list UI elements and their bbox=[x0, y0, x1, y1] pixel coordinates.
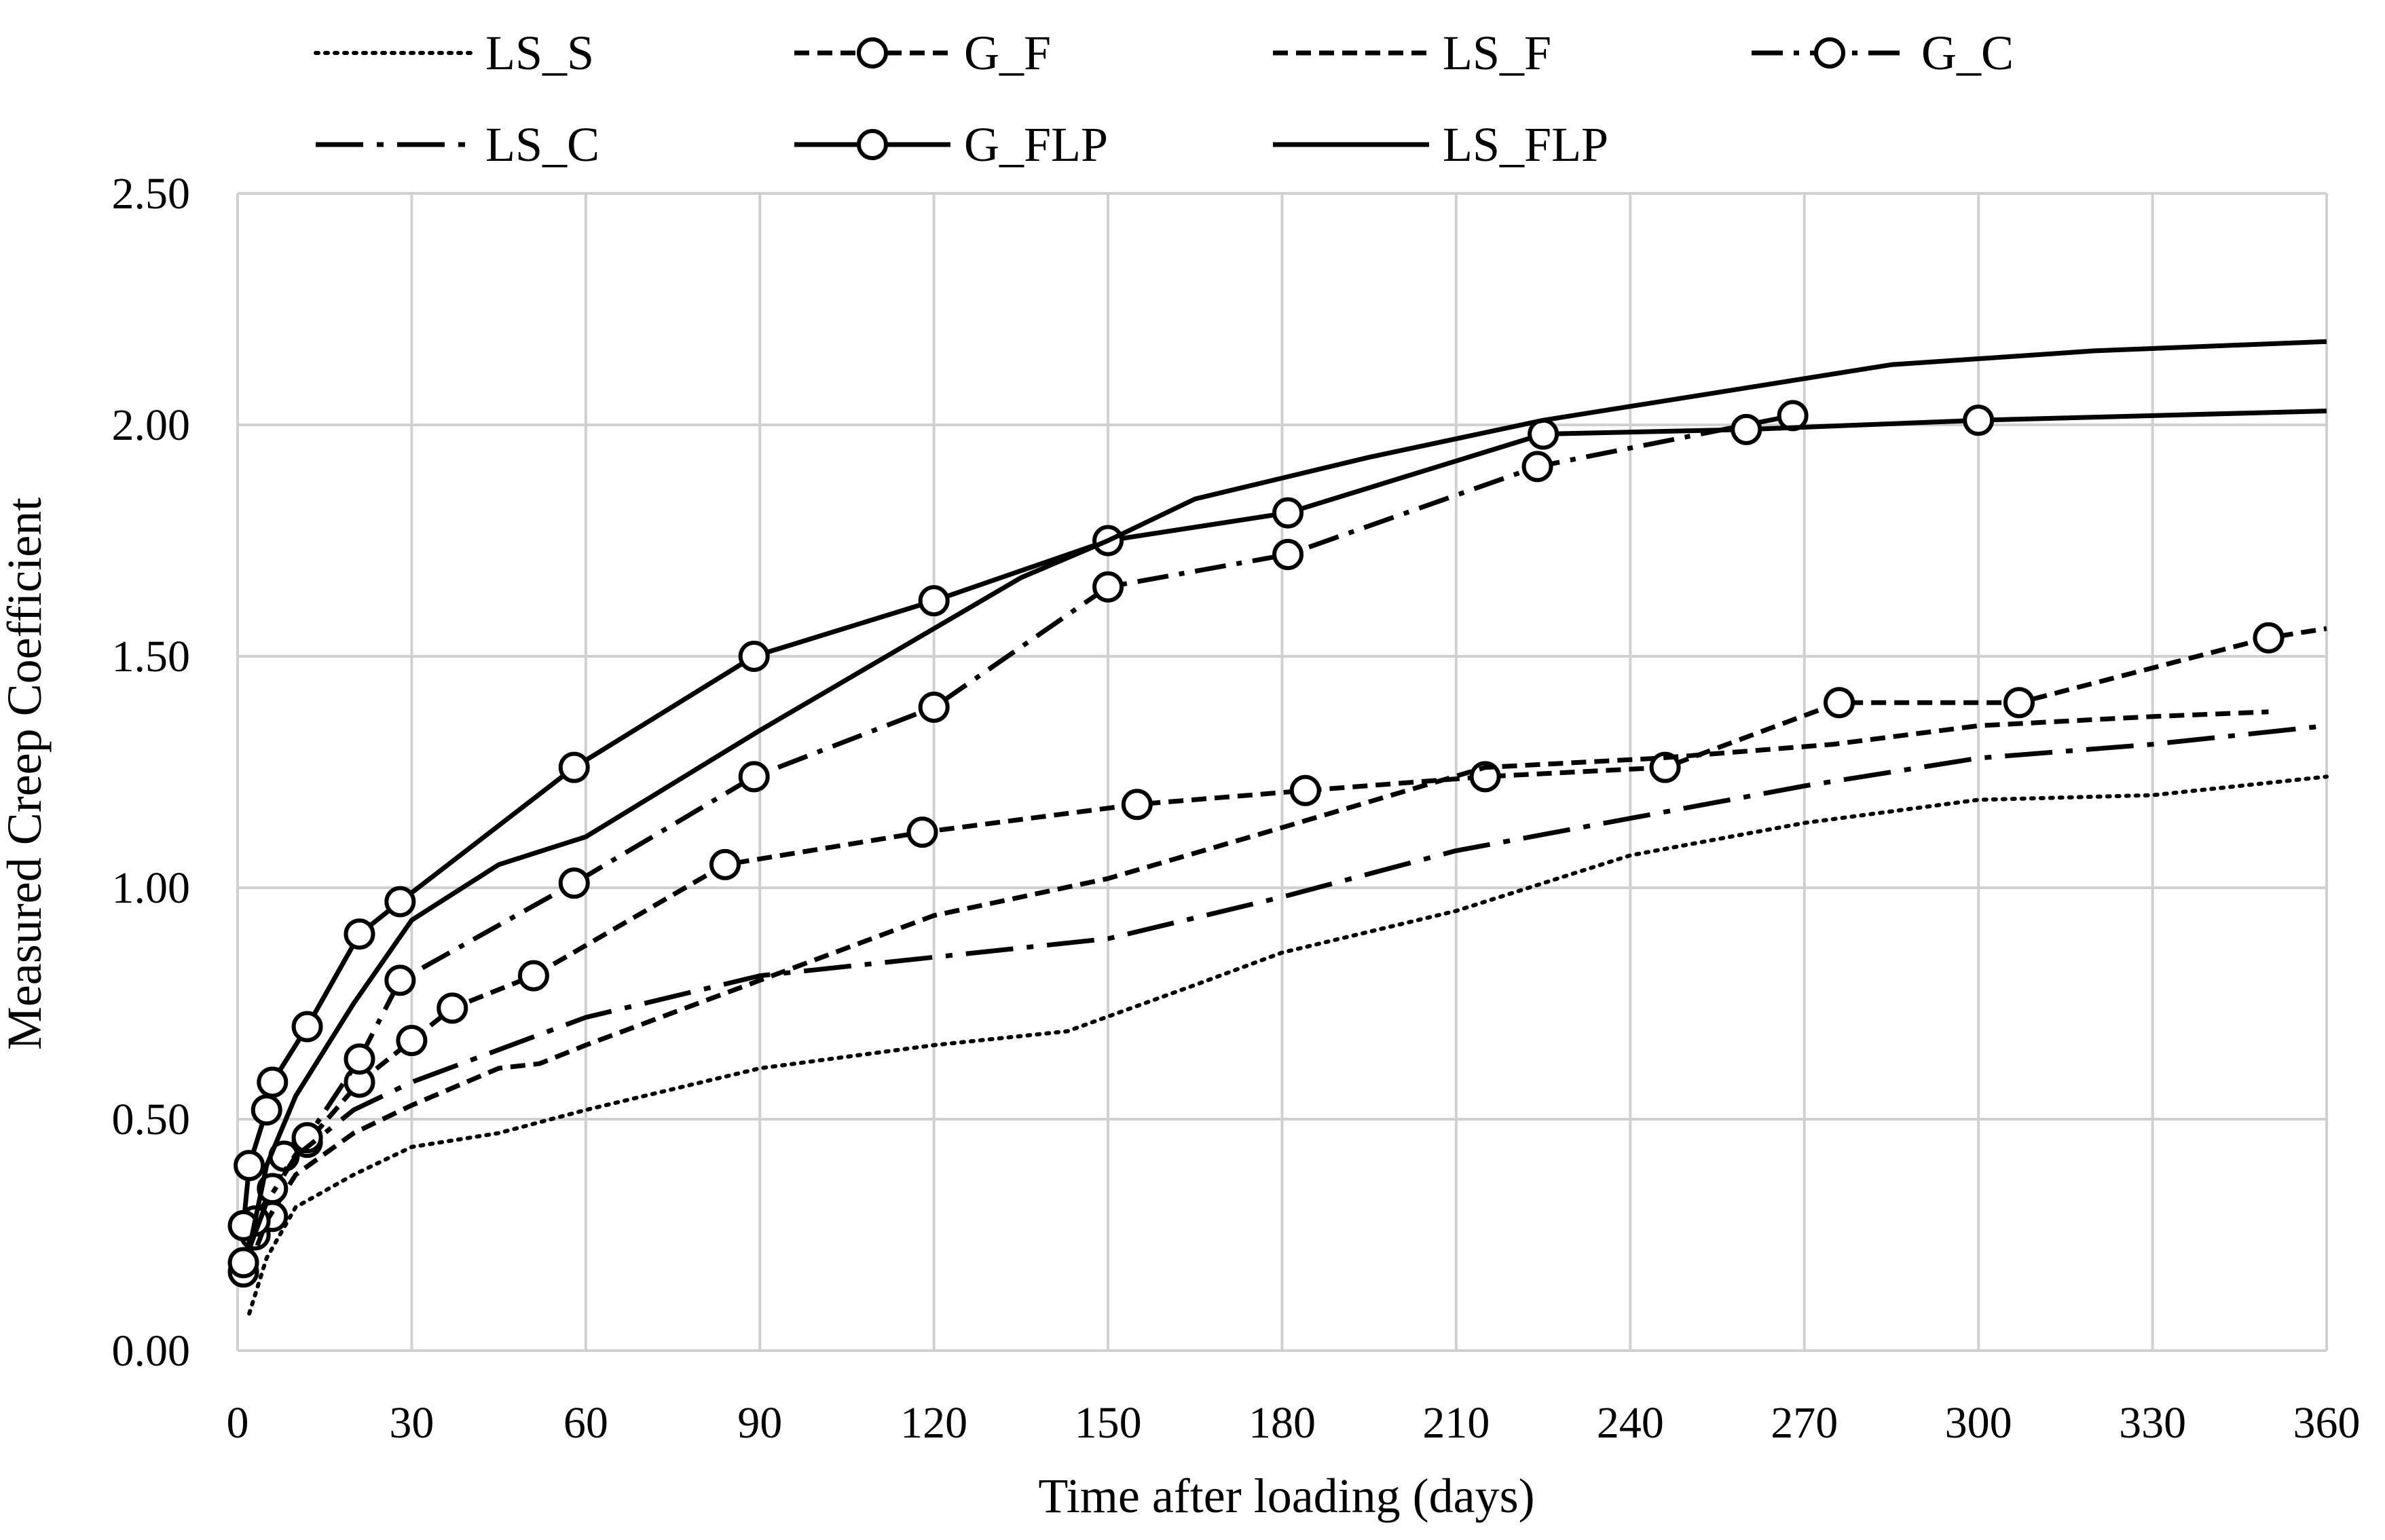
data-point-G_FLP bbox=[257, 1066, 289, 1098]
data-point-G_F bbox=[2253, 622, 2285, 654]
legend-label: G_FLP bbox=[964, 117, 1108, 172]
series-LS_C bbox=[246, 723, 2327, 1250]
data-point-G_F bbox=[1289, 774, 1321, 806]
series-line-G_FLP bbox=[241, 409, 2327, 1226]
legend: LS_S G_F LS_F G_C LS_C G_FLP LS_FLP bbox=[314, 26, 2014, 172]
legend-label: G_C bbox=[1921, 26, 2014, 80]
x-tick-label: 120 bbox=[900, 1398, 967, 1448]
data-point-G_C bbox=[558, 867, 590, 899]
y-tick-label: 2.00 bbox=[112, 400, 191, 450]
data-point-G_C bbox=[257, 1173, 289, 1205]
legend-label: LS_FLP bbox=[1443, 117, 1608, 172]
y-tick-label: 1.50 bbox=[112, 632, 191, 681]
data-point-G_C bbox=[1521, 451, 1553, 483]
legend-item-G_FLP: G_FLP bbox=[794, 117, 1108, 172]
y-tick-label: 0.00 bbox=[112, 1326, 191, 1376]
series-line-LS_FLP bbox=[246, 339, 2327, 1250]
series-G_C bbox=[227, 400, 1809, 1279]
x-axis-title: Time after loading (days) bbox=[1038, 1469, 1534, 1523]
data-point-G_FLP bbox=[1963, 405, 1995, 436]
series-LS_S bbox=[247, 774, 2329, 1316]
data-point-G_F bbox=[906, 816, 938, 848]
data-point-G_C bbox=[738, 761, 770, 793]
series-lines bbox=[227, 339, 2329, 1316]
data-point-G_F bbox=[517, 960, 549, 992]
x-tick-label: 90 bbox=[737, 1398, 782, 1448]
legend-item-LS_C: LS_C bbox=[316, 117, 599, 172]
data-point-G_C bbox=[227, 1247, 259, 1279]
data-point-G_FLP bbox=[234, 1150, 265, 1182]
grid bbox=[236, 192, 2328, 1352]
legend-item-LS_F: LS_F bbox=[1273, 26, 1551, 80]
legend-item-LS_FLP: LS_FLP bbox=[1273, 117, 1608, 172]
x-tick-label: 300 bbox=[1945, 1398, 2012, 1448]
legend-swatch-marker bbox=[857, 37, 888, 69]
x-tick-label: 180 bbox=[1249, 1398, 1316, 1448]
series-G_FLP bbox=[227, 405, 2327, 1241]
legend-swatch-marker bbox=[857, 129, 888, 160]
legend-swatch-marker bbox=[1814, 37, 1845, 69]
data-point-G_C bbox=[344, 1043, 375, 1075]
data-point-G_C bbox=[1272, 538, 1304, 570]
x-tick-label: 330 bbox=[2119, 1398, 2186, 1448]
tick-labels: 0 30 60 90 120 150 180 210 240 270 300 330 360 0.00 0.… bbox=[112, 169, 2361, 1448]
x-tick-label: 60 bbox=[563, 1398, 608, 1448]
legend-item-G_F: G_F bbox=[794, 26, 1051, 80]
x-tick-label: 360 bbox=[2293, 1398, 2361, 1448]
data-point-G_F bbox=[1469, 761, 1501, 793]
data-point-G_F bbox=[1649, 751, 1681, 783]
data-point-G_FLP bbox=[1272, 497, 1304, 529]
data-point-G_F bbox=[437, 992, 468, 1024]
series-LS_FLP bbox=[246, 339, 2327, 1250]
legend-label: LS_S bbox=[485, 26, 594, 80]
data-point-G_F bbox=[396, 1025, 428, 1057]
data-point-G_F bbox=[709, 848, 741, 880]
series-line-LS_S bbox=[247, 774, 2329, 1316]
x-tick-label: 30 bbox=[389, 1398, 434, 1448]
data-point-G_FLP bbox=[1731, 413, 1762, 445]
series-line-LS_F bbox=[246, 709, 2269, 1269]
x-tick-label: 240 bbox=[1597, 1398, 1664, 1448]
series-LS_F bbox=[246, 709, 2269, 1269]
x-tick-label: 210 bbox=[1422, 1398, 1490, 1448]
legend-label: LS_F bbox=[1443, 26, 1551, 80]
data-point-G_F bbox=[2003, 687, 2035, 719]
data-point-G_FLP bbox=[384, 886, 416, 918]
data-point-G_FLP bbox=[291, 1011, 323, 1043]
y-tick-label: 2.50 bbox=[112, 169, 191, 219]
data-point-G_FLP bbox=[918, 585, 950, 617]
data-point-G_FLP bbox=[251, 1094, 282, 1126]
data-point-G_C bbox=[384, 964, 416, 996]
legend-label: G_F bbox=[964, 26, 1051, 80]
series-line-LS_C bbox=[246, 723, 2327, 1250]
data-point-G_FLP bbox=[558, 751, 590, 783]
data-point-G_FLP bbox=[738, 641, 770, 672]
y-axis-title: Measured Creep Coefficient bbox=[0, 497, 52, 1050]
legend-item-G_C: G_C bbox=[1752, 26, 2014, 80]
legend-item-LS_S: LS_S bbox=[314, 26, 594, 80]
y-tick-label: 0.50 bbox=[112, 1095, 191, 1144]
x-tick-label: 0 bbox=[227, 1398, 249, 1448]
data-point-G_FLP bbox=[344, 918, 375, 950]
legend-label: LS_C bbox=[485, 117, 599, 172]
y-tick-label: 1.00 bbox=[112, 863, 191, 913]
x-tick-label: 150 bbox=[1075, 1398, 1142, 1448]
data-point-G_F bbox=[1824, 687, 1855, 719]
data-point-G_F bbox=[1121, 789, 1153, 821]
data-point-G_C bbox=[1092, 571, 1124, 603]
data-point-G_C bbox=[918, 692, 950, 724]
data-point-G_FLP bbox=[227, 1209, 259, 1241]
x-tick-label: 270 bbox=[1771, 1398, 1838, 1448]
